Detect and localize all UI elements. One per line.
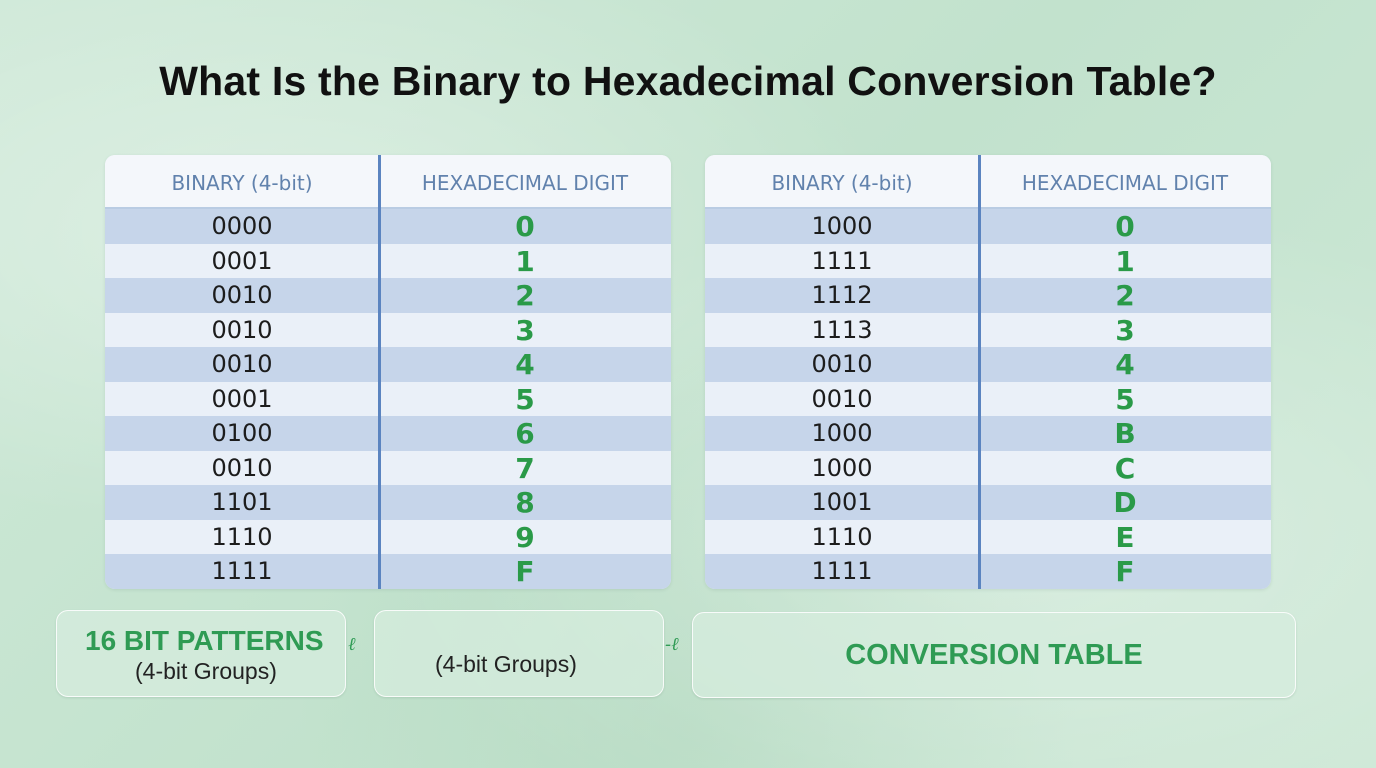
binary-cell: 0100: [211, 419, 273, 447]
conversion-table-box: CONVERSION TABLE: [692, 612, 1296, 698]
binary-cell: 1113: [811, 315, 873, 344]
bit-patterns-box: 16 BIT PATTERNS (4-bit Groups): [56, 610, 346, 697]
hex-digit-cell: B: [1114, 417, 1136, 450]
hex-digit-cell: D: [1113, 486, 1137, 519]
table-row: 1113 3: [705, 312, 1271, 347]
hex-digit-cell: C: [1114, 451, 1136, 485]
binary-cell: 0010: [811, 350, 873, 378]
table-row: 1110 E: [705, 519, 1271, 554]
table-body: 1000 0 1111 1 1112 2 1113 3 0010 4 0010 5 1000 B 1000 C…: [705, 209, 1271, 589]
binary-cell: 1111: [211, 557, 273, 585]
hex-digit-cell: 5: [1115, 382, 1135, 416]
table-row: 0001 5: [105, 381, 671, 416]
hex-digit-cell: F: [515, 555, 535, 588]
binary-cell: 0010: [211, 281, 273, 309]
conversion-table-title: CONVERSION TABLE: [845, 639, 1143, 671]
hex-column-header: HEXADECIMAL DIGIT: [421, 171, 629, 195]
binary-cell: 1101: [211, 488, 273, 516]
binary-cell: 0010: [211, 350, 273, 378]
binary-cell: 1000: [811, 212, 873, 240]
binary-cell: 1110: [211, 522, 273, 551]
table-row: 1000 0: [705, 209, 1271, 244]
table-row: 1111 1: [705, 243, 1271, 278]
bit-patterns-subtitle: (4-bit Groups): [135, 658, 277, 684]
hex-column-header: HEXADECIMAL DIGIT: [1021, 171, 1229, 195]
hex-digit-cell: 3: [1115, 313, 1135, 347]
conversion-table-left: BINARY (4-bit) HEXADECIMAL DIGIT 0000 0 00…: [105, 155, 671, 589]
table-row: 1111 F: [705, 554, 1271, 589]
table-row: 1001 D: [705, 485, 1271, 520]
binary-cell: 0010: [211, 453, 273, 482]
table-body: 0000 0 0001 1 0010 2 0010 3 0010 4 0001 5 0100 6 0010 7…: [105, 209, 671, 589]
hex-digit-cell: 8: [515, 486, 535, 519]
binary-cell: 0010: [211, 315, 273, 344]
hex-digit-cell: 3: [515, 313, 535, 347]
table-row: 0010 2: [105, 278, 671, 313]
table-row: 0010 5: [705, 381, 1271, 416]
binary-cell: 0000: [211, 212, 273, 240]
table-header: BINARY (4-bit) HEXADECIMAL DIGIT: [705, 155, 1271, 209]
table-row: 0010 3: [105, 312, 671, 347]
hex-digit-cell: 5: [515, 382, 535, 416]
bit-patterns-title: 16 BIT PATTERNS: [85, 625, 324, 656]
table-row: 0010 4: [105, 347, 671, 382]
hex-digit-cell: 9: [515, 520, 535, 554]
binary-column-header: BINARY (4-bit): [771, 171, 913, 195]
table-row: 1000 C: [705, 450, 1271, 485]
table-row: 1112 2: [705, 278, 1271, 313]
binary-cell: 1110: [811, 522, 873, 551]
table-row: 1101 8: [105, 485, 671, 520]
connector-squiggle: ℓ: [348, 634, 356, 655]
hex-digit-cell: 2: [1115, 279, 1135, 312]
binary-cell: 1111: [811, 557, 873, 585]
hex-digit-cell: 7: [515, 451, 535, 485]
column-divider: [978, 155, 981, 589]
binary-cell: 1000: [811, 419, 873, 447]
hex-digit-cell: 0: [515, 210, 535, 243]
hex-digit-cell: 6: [515, 417, 535, 450]
column-divider: [378, 155, 381, 589]
binary-cell: 1112: [811, 281, 873, 309]
hex-digit-cell: 4: [1115, 348, 1135, 381]
conversion-table-right: BINARY (4-bit) HEXADECIMAL DIGIT 1000 0 11…: [705, 155, 1271, 589]
hex-digit-cell: 0: [1115, 210, 1135, 243]
binary-cell: 0001: [211, 384, 273, 413]
table-row: 0100 6: [105, 416, 671, 451]
binary-cell: 1000: [811, 453, 873, 482]
binary-cell: 1001: [811, 488, 873, 516]
hex-digit-cell: 4: [515, 348, 535, 381]
hex-digit-cell: 1: [515, 244, 535, 278]
table-row: 0010 4: [705, 347, 1271, 382]
binary-cell: 0001: [211, 246, 273, 275]
binary-cell: 1111: [811, 246, 873, 275]
table-row: 1000 B: [705, 416, 1271, 451]
connector-squiggle: -ℓ: [665, 634, 679, 655]
hex-digit-cell: 1: [1115, 244, 1135, 278]
hex-digit-cell: E: [1115, 520, 1135, 554]
table-row: 0010 7: [105, 450, 671, 485]
bit-groups-box: (4-bit Groups): [374, 610, 664, 697]
table-header: BINARY (4-bit) HEXADECIMAL DIGIT: [105, 155, 671, 209]
hex-digit-cell: 2: [515, 279, 535, 312]
bit-groups-subtitle: (4-bit Groups): [435, 651, 577, 677]
page-title: What Is the Binary to Hexadecimal Conver…: [159, 58, 1217, 104]
table-row: 1110 9: [105, 519, 671, 554]
table-row: 1111 F: [105, 554, 671, 589]
binary-column-header: BINARY (4-bit): [171, 171, 313, 195]
hex-digit-cell: F: [1115, 555, 1135, 588]
binary-cell: 0010: [811, 384, 873, 413]
table-row: 0000 0: [105, 209, 671, 244]
table-row: 0001 1: [105, 243, 671, 278]
